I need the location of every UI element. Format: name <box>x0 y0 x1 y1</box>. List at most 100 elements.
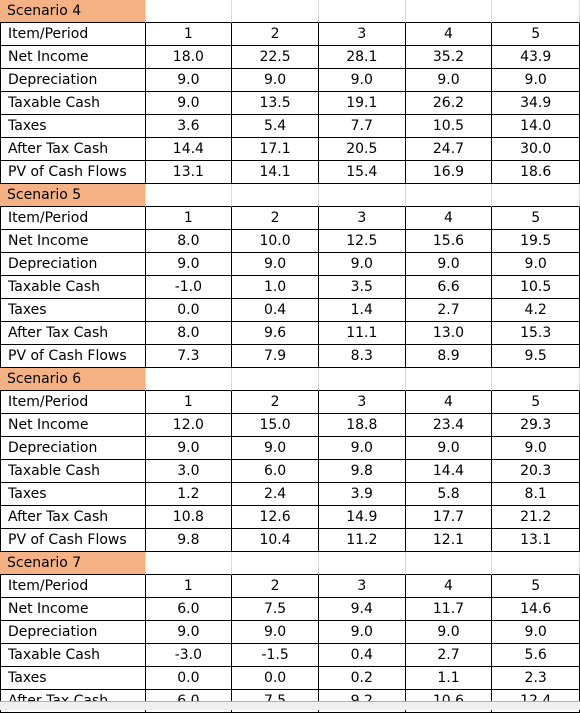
value-cell[interactable]: 30.0 <box>492 138 580 161</box>
row-label-cell[interactable]: PV of Cash Flows <box>0 161 146 184</box>
value-cell[interactable]: 9.0 <box>232 253 319 276</box>
row-label-cell[interactable]: Net Income <box>0 230 146 253</box>
row-label-cell[interactable]: Taxes <box>0 483 146 506</box>
empty-cell[interactable] <box>318 184 406 207</box>
value-cell[interactable]: 18.8 <box>318 414 406 437</box>
horizontal-scrollbar[interactable] <box>0 701 580 710</box>
scenario-title-cell[interactable]: Scenario 6 <box>0 368 146 391</box>
empty-cell[interactable] <box>232 552 319 575</box>
period-header-cell[interactable]: 1 <box>145 207 233 230</box>
empty-cell[interactable] <box>492 0 580 23</box>
empty-cell[interactable] <box>405 552 493 575</box>
value-cell[interactable]: 9.0 <box>405 437 493 460</box>
value-cell[interactable]: 13.0 <box>405 322 493 345</box>
empty-cell[interactable] <box>145 368 233 391</box>
period-header-cell[interactable]: 2 <box>232 391 319 414</box>
period-header-cell[interactable]: 3 <box>318 391 406 414</box>
value-cell[interactable]: 43.9 <box>492 46 580 69</box>
row-label-cell[interactable]: After Tax Cash <box>0 506 146 529</box>
value-cell[interactable]: 0.4 <box>318 644 406 667</box>
value-cell[interactable]: 14.0 <box>492 115 580 138</box>
value-cell[interactable]: 3.6 <box>145 115 233 138</box>
row-label-cell[interactable]: Taxes <box>0 299 146 322</box>
empty-cell[interactable] <box>232 184 319 207</box>
value-cell[interactable]: 16.9 <box>405 161 493 184</box>
value-cell[interactable]: 13.5 <box>232 92 319 115</box>
value-cell[interactable]: 0.0 <box>145 667 233 690</box>
period-header-cell[interactable]: 1 <box>145 575 233 598</box>
value-cell[interactable]: 7.3 <box>145 345 233 368</box>
value-cell[interactable]: 21.2 <box>492 506 580 529</box>
empty-cell[interactable] <box>405 368 493 391</box>
row-label-cell[interactable]: Depreciation <box>0 437 146 460</box>
value-cell[interactable]: 11.1 <box>318 322 406 345</box>
value-cell[interactable]: 13.1 <box>492 529 580 552</box>
header-label-cell[interactable]: Item/Period <box>0 207 146 230</box>
value-cell[interactable]: 14.4 <box>145 138 233 161</box>
row-label-cell[interactable]: After Tax Cash <box>0 322 146 345</box>
value-cell[interactable]: 15.3 <box>492 322 580 345</box>
value-cell[interactable]: 11.7 <box>405 598 493 621</box>
row-label-cell[interactable]: Taxes <box>0 115 146 138</box>
value-cell[interactable]: 20.3 <box>492 460 580 483</box>
value-cell[interactable]: 15.6 <box>405 230 493 253</box>
row-label-cell[interactable]: PV of Cash Flows <box>0 345 146 368</box>
period-header-cell[interactable]: 4 <box>405 575 493 598</box>
value-cell[interactable]: 1.2 <box>145 483 233 506</box>
value-cell[interactable]: 35.2 <box>405 46 493 69</box>
value-cell[interactable]: 6.0 <box>145 598 233 621</box>
value-cell[interactable]: 9.0 <box>405 621 493 644</box>
period-header-cell[interactable]: 2 <box>232 207 319 230</box>
period-header-cell[interactable]: 3 <box>318 207 406 230</box>
empty-cell[interactable] <box>232 0 319 23</box>
value-cell[interactable]: 3.9 <box>318 483 406 506</box>
value-cell[interactable]: 9.0 <box>318 253 406 276</box>
value-cell[interactable]: -1.0 <box>145 276 233 299</box>
period-header-cell[interactable]: 4 <box>405 391 493 414</box>
header-label-cell[interactable]: Item/Period <box>0 575 146 598</box>
period-header-cell[interactable]: 3 <box>318 23 406 46</box>
empty-cell[interactable] <box>318 368 406 391</box>
empty-cell[interactable] <box>492 184 580 207</box>
value-cell[interactable]: 9.0 <box>232 621 319 644</box>
value-cell[interactable]: 9.0 <box>405 253 493 276</box>
value-cell[interactable]: 8.9 <box>405 345 493 368</box>
value-cell[interactable]: 0.0 <box>145 299 233 322</box>
value-cell[interactable]: 12.0 <box>145 414 233 437</box>
row-label-cell[interactable]: Depreciation <box>0 621 146 644</box>
value-cell[interactable]: 4.2 <box>492 299 580 322</box>
value-cell[interactable]: 24.7 <box>405 138 493 161</box>
scenario-title-cell[interactable]: Scenario 5 <box>0 184 146 207</box>
value-cell[interactable]: 2.4 <box>232 483 319 506</box>
value-cell[interactable]: 6.0 <box>232 460 319 483</box>
period-header-cell[interactable]: 5 <box>492 391 580 414</box>
value-cell[interactable]: 1.0 <box>232 276 319 299</box>
empty-cell[interactable] <box>492 368 580 391</box>
row-label-cell[interactable]: Depreciation <box>0 69 146 92</box>
row-label-cell[interactable]: Net Income <box>0 414 146 437</box>
empty-cell[interactable] <box>232 368 319 391</box>
empty-cell[interactable] <box>145 0 233 23</box>
value-cell[interactable]: 9.5 <box>492 345 580 368</box>
value-cell[interactable]: 9.0 <box>492 437 580 460</box>
value-cell[interactable]: 9.0 <box>405 69 493 92</box>
value-cell[interactable]: 9.0 <box>232 437 319 460</box>
value-cell[interactable]: 10.5 <box>405 115 493 138</box>
value-cell[interactable]: 0.2 <box>318 667 406 690</box>
value-cell[interactable]: -1.5 <box>232 644 319 667</box>
value-cell[interactable]: 14.6 <box>492 598 580 621</box>
row-label-cell[interactable]: After Tax Cash <box>0 138 146 161</box>
value-cell[interactable]: 14.1 <box>232 161 319 184</box>
value-cell[interactable]: 19.1 <box>318 92 406 115</box>
value-cell[interactable]: 9.0 <box>145 437 233 460</box>
row-label-cell[interactable]: Taxable Cash <box>0 92 146 115</box>
period-header-cell[interactable]: 1 <box>145 391 233 414</box>
value-cell[interactable]: 2.3 <box>492 667 580 690</box>
period-header-cell[interactable]: 5 <box>492 575 580 598</box>
value-cell[interactable]: 20.5 <box>318 138 406 161</box>
period-header-cell[interactable]: 1 <box>145 23 233 46</box>
value-cell[interactable]: 14.4 <box>405 460 493 483</box>
empty-cell[interactable] <box>405 0 493 23</box>
period-header-cell[interactable]: 2 <box>232 575 319 598</box>
value-cell[interactable]: 12.5 <box>318 230 406 253</box>
